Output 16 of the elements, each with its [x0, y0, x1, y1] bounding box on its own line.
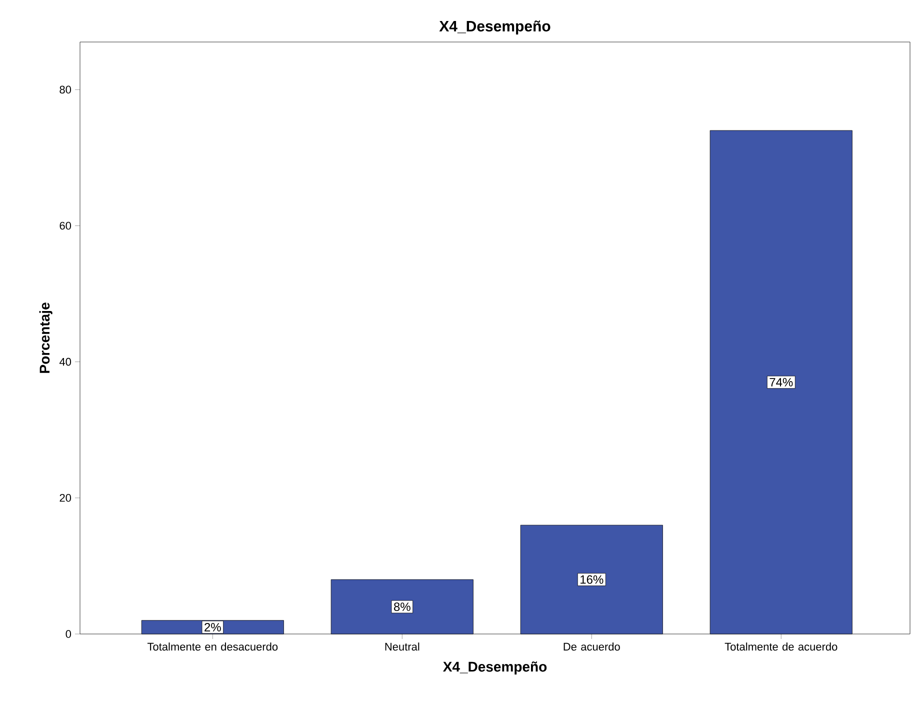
data-label: 2%: [204, 622, 221, 632]
x-tick-label: Totalmente de acuerdo: [724, 642, 838, 651]
y-tick-label: 80: [60, 86, 72, 94]
y-tick-label: 60: [60, 222, 72, 230]
y-tick-label: 40: [59, 358, 72, 366]
chart-title: X4_Desempeño: [439, 20, 550, 34]
x-axis-title: X4_Desempeño: [442, 661, 547, 674]
x-tick-label: Neutral: [385, 642, 420, 651]
x-tick-label: Totalmente en desacuerdo: [147, 642, 278, 651]
x-tick-label: De acuerdo: [564, 642, 620, 651]
y-tick-label: 0: [66, 630, 72, 638]
data-label: 8%: [394, 602, 410, 612]
data-label: 16%: [580, 575, 604, 584]
data-label: 74%: [770, 378, 793, 386]
y-axis-title: Porcentaje: [39, 302, 52, 373]
y-tick-label: 20: [60, 494, 72, 502]
